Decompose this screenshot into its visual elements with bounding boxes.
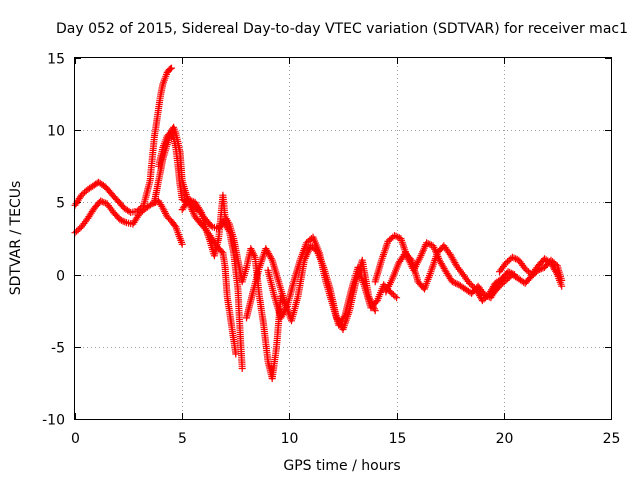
x-tick-labels: 0 5 10 15 20 25 bbox=[71, 431, 620, 447]
data-point bbox=[267, 255, 275, 262]
y-tick-label: 10 bbox=[47, 124, 65, 140]
data-point bbox=[534, 266, 542, 274]
data-point bbox=[448, 278, 456, 286]
data-point bbox=[450, 279, 458, 286]
data-point bbox=[185, 196, 193, 203]
data-point bbox=[100, 198, 108, 206]
data-point bbox=[394, 233, 402, 241]
y-tick-label: -5 bbox=[51, 341, 65, 357]
y-axis-label: SDTVAR / TECUs bbox=[8, 181, 24, 296]
data-point bbox=[537, 265, 545, 273]
data-point bbox=[426, 240, 434, 248]
plot-frame bbox=[74, 57, 612, 420]
x-tick-label: 20 bbox=[496, 431, 514, 447]
data-point bbox=[178, 240, 186, 248]
series-trace-d bbox=[150, 123, 240, 358]
data-point bbox=[340, 313, 348, 321]
data-point bbox=[178, 196, 186, 203]
data-point bbox=[452, 279, 460, 287]
data-point bbox=[249, 250, 257, 258]
series-trace-e bbox=[178, 191, 285, 383]
data-point bbox=[121, 218, 129, 226]
data-point bbox=[512, 255, 520, 263]
data-point bbox=[504, 268, 512, 276]
data-point bbox=[249, 248, 256, 256]
series-trace-a bbox=[71, 64, 175, 216]
data-point bbox=[186, 196, 194, 204]
x-tick-label: 25 bbox=[603, 431, 621, 447]
x-tick-label: 5 bbox=[178, 431, 187, 447]
data-point bbox=[162, 209, 169, 217]
plot-area bbox=[71, 64, 566, 383]
data-point bbox=[118, 216, 126, 224]
x-tick-label: 15 bbox=[389, 431, 407, 447]
data-point bbox=[166, 65, 174, 73]
data-point bbox=[423, 239, 431, 247]
data-point bbox=[510, 254, 518, 262]
data-point bbox=[119, 217, 127, 225]
data-point bbox=[232, 350, 240, 358]
data-point bbox=[391, 232, 398, 240]
data-point bbox=[508, 253, 516, 261]
y-tick-label: 15 bbox=[47, 52, 65, 68]
y-tick-label: 5 bbox=[56, 196, 65, 212]
data-point bbox=[393, 294, 401, 302]
data-point bbox=[188, 197, 196, 205]
data-point bbox=[97, 197, 105, 205]
data-point bbox=[116, 216, 124, 224]
y-tick-labels: -10 -5 0 5 10 15 bbox=[42, 52, 65, 429]
data-point bbox=[424, 240, 432, 248]
data-point bbox=[536, 266, 544, 273]
y-tick-label: -10 bbox=[42, 413, 65, 429]
data-point bbox=[160, 206, 168, 214]
data-point bbox=[196, 207, 204, 215]
data-point bbox=[371, 307, 379, 315]
series-trace-i bbox=[382, 242, 518, 305]
series-trace-b bbox=[71, 197, 186, 248]
data-point bbox=[558, 276, 566, 284]
y-tick-label: 0 bbox=[56, 269, 65, 285]
data-point bbox=[282, 304, 290, 312]
chart-title: Day 052 of 2015, Sidereal Day-to-day VTE… bbox=[56, 21, 628, 37]
x-axis-label: GPS time / hours bbox=[283, 458, 400, 474]
data-point bbox=[98, 198, 106, 206]
data-point bbox=[391, 292, 399, 300]
data-point bbox=[247, 245, 255, 253]
data-point bbox=[159, 204, 167, 212]
x-tick-label: 0 bbox=[71, 431, 80, 447]
data-point bbox=[168, 64, 175, 72]
x-tick-label: 10 bbox=[281, 431, 299, 447]
data-point bbox=[218, 248, 226, 255]
data-point bbox=[238, 365, 246, 372]
series-trace-g bbox=[264, 233, 401, 329]
series-trace-k bbox=[489, 256, 566, 297]
data-point bbox=[392, 232, 400, 240]
